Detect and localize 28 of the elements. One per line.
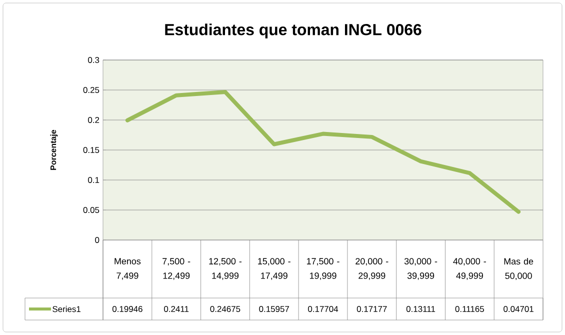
x-tick-label: Mas de 50,000	[504, 258, 534, 280]
data-label: 0.04701	[504, 306, 534, 312]
y-tick-label: 0.1	[88, 177, 100, 183]
x-tick-label: Menos 7,499	[114, 258, 141, 280]
data-label: 0.17704	[308, 306, 338, 312]
y-tick-label: 0	[95, 237, 100, 243]
x-tick-label: 40,000 - 49,999	[453, 258, 486, 280]
data-label: 0.19946	[112, 306, 142, 312]
y-tick-label: 0.15	[83, 147, 100, 153]
x-tick-label: 7,500 - 12,499	[162, 258, 190, 280]
y-tick-label: 0.25	[83, 87, 100, 93]
data-label: 0.24675	[210, 306, 240, 312]
data-label: 0.2411	[164, 306, 189, 312]
chart-title: Estudiantes que toman INGL 0066	[165, 24, 422, 38]
x-tick-label: 12,500 - 14,999	[209, 258, 242, 280]
x-tick-label: 30,000 - 39,999	[404, 258, 438, 280]
data-label: 0.17177	[356, 306, 387, 312]
legend-label: Series1	[52, 306, 80, 312]
line-series	[125, 90, 521, 214]
y-tick-label: 0.05	[83, 207, 100, 213]
y-tick-label: 0.3	[88, 57, 100, 63]
data-label: 0.13111	[406, 306, 436, 312]
data-label: 0.15957	[259, 306, 289, 312]
y-tick-label: 0.2	[88, 117, 100, 123]
x-tick-label: 15,000 - 17,499	[258, 258, 290, 280]
x-tick-label: 17,500 - 19,999	[306, 258, 340, 280]
x-tick-label: 20,000 - 29,999	[356, 258, 388, 280]
data-label: 0.11165	[455, 306, 484, 312]
